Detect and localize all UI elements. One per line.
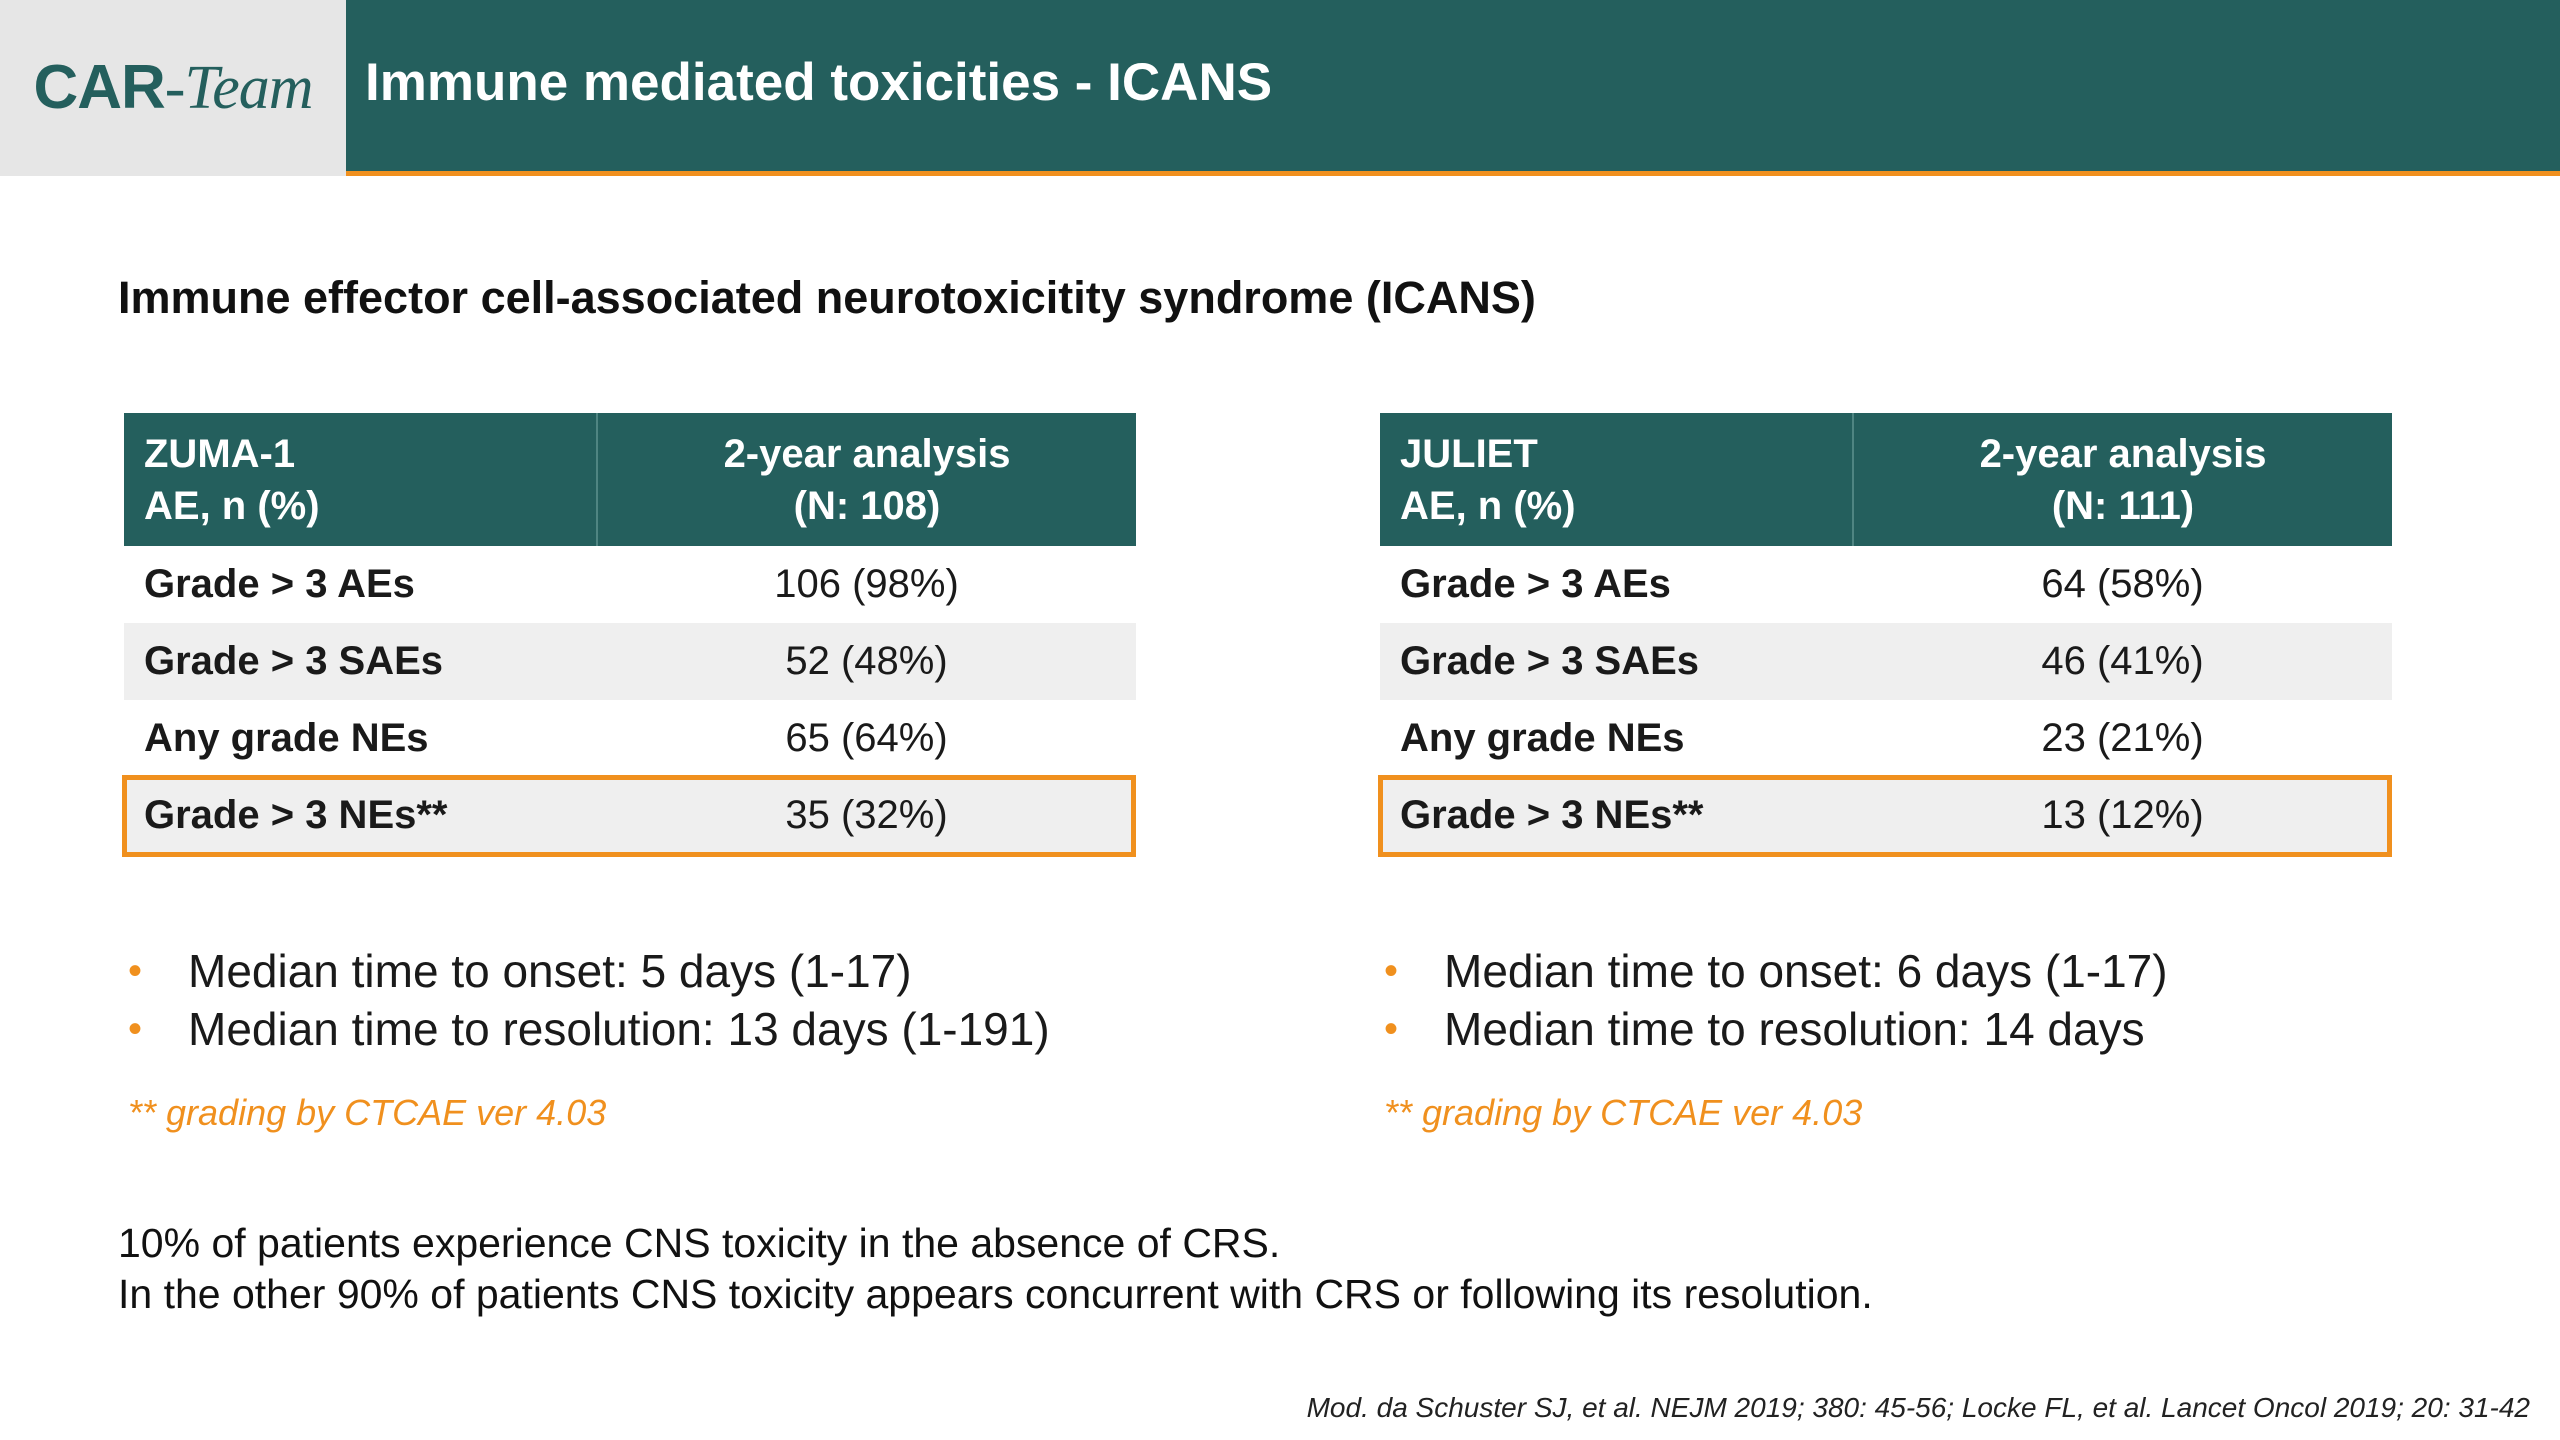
table-header-row: JULIET AE, n (%) 2-year analysis (N: 111)	[1380, 413, 2392, 546]
analysis-label: 2-year analysis	[723, 431, 1011, 476]
row-value: 65 (64%)	[785, 716, 948, 760]
juliet-table: JULIET AE, n (%) 2-year analysis (N: 111) …	[1380, 413, 2392, 854]
row-label: Grade > 3 NEs**	[1380, 777, 1853, 854]
row-label: Grade > 3 SAEs	[1380, 623, 1853, 700]
table-row-highlighted: Grade > 3 NEs** 13 (12%)	[1380, 777, 2392, 854]
table-row: Any grade NEs 23 (21%)	[1380, 700, 2392, 777]
analysis-label: 2-year analysis	[1979, 431, 2267, 476]
list-item: • Median time to onset: 6 days (1-17)	[1384, 942, 2168, 1000]
row-value: 64 (58%)	[2041, 562, 2204, 606]
bullet-text: Median time to onset: 6 days (1-17)	[1444, 945, 2168, 997]
sample-size: (N: 108)	[793, 483, 941, 528]
table-row-highlighted: Grade > 3 NEs** 35 (32%)	[124, 777, 1136, 854]
table-row: Any grade NEs 65 (64%)	[124, 700, 1136, 777]
grading-footnote: ** grading by CTCAE ver 4.03	[1384, 1092, 1863, 1133]
bullet-text: Median time to onset: 5 days (1-17)	[188, 945, 912, 997]
table-header-row: ZUMA-1 AE, n (%) 2-year analysis (N: 108)	[124, 413, 1136, 546]
grading-footnote: ** grading by CTCAE ver 4.03	[128, 1092, 607, 1133]
sample-size: (N: 111)	[2051, 483, 2195, 528]
row-value: 106 (98%)	[774, 562, 959, 606]
row-label: Grade > 3 NEs**	[124, 777, 597, 854]
table-header-trial: JULIET AE, n (%)	[1380, 413, 1853, 546]
row-label: Grade > 3 AEs	[1400, 562, 1671, 606]
bullet-text: Median time to resolution: 14 days	[1444, 1003, 2145, 1055]
ae-label: AE, n (%)	[144, 483, 320, 528]
bullet-icon: •	[1384, 949, 1399, 993]
list-item: • Median time to onset: 5 days (1-17)	[128, 942, 1050, 1000]
table-row: Grade > 3 SAEs 46 (41%)	[1380, 623, 2392, 700]
table-row: Grade > 3 AEs 106 (98%)	[124, 546, 1136, 623]
summary-line: In the other 90% of patients CNS toxicit…	[118, 1271, 1873, 1317]
list-item: • Median time to resolution: 14 days	[1384, 1000, 2168, 1058]
summary-line: 10% of patients experience CNS toxicity …	[118, 1220, 1281, 1266]
row-label: Any grade NEs	[1400, 716, 1685, 760]
summary-text: 10% of patients experience CNS toxicity …	[118, 1218, 1873, 1320]
table-header-analysis: 2-year analysis (N: 111)	[1852, 413, 2392, 546]
bullet-icon: •	[128, 949, 143, 993]
zuma1-table: ZUMA-1 AE, n (%) 2-year analysis (N: 108) …	[124, 413, 1136, 854]
trial-name: ZUMA-1	[144, 431, 296, 476]
bullet-text: Median time to resolution: 13 days (1-19…	[188, 1003, 1050, 1055]
logo-team-text: -Team	[164, 54, 314, 122]
row-value: 13 (12%)	[1853, 777, 2392, 854]
bullet-icon: •	[1384, 1007, 1399, 1051]
row-value: 23 (21%)	[2041, 716, 2204, 760]
table-header-analysis: 2-year analysis (N: 108)	[596, 413, 1136, 546]
logo-car-text: CAR	[33, 53, 165, 122]
section-subtitle: Immune effector cell-associated neurotox…	[118, 272, 1536, 323]
page-title: Immune mediated toxicities - ICANS	[365, 53, 1273, 112]
table-row: Grade > 3 AEs 64 (58%)	[1380, 546, 2392, 623]
row-label: Any grade NEs	[144, 716, 429, 760]
zuma1-bullet-list: • Median time to onset: 5 days (1-17) • Me…	[128, 942, 1050, 1058]
logo-wordmark: CAR-Team	[33, 52, 314, 124]
list-item: • Median time to resolution: 13 days (1-1…	[128, 1000, 1050, 1058]
reference-citation: Mod. da Schuster SJ, et al. NEJM 2019; 3…	[1306, 1392, 2530, 1423]
juliet-bullet-list: • Median time to onset: 6 days (1-17) • Me…	[1384, 942, 2168, 1058]
row-value: 46 (41%)	[1853, 623, 2392, 700]
bullet-icon: •	[128, 1007, 143, 1051]
trial-name: JULIET	[1400, 431, 1538, 476]
row-label: Grade > 3 SAEs	[124, 623, 597, 700]
header-bar: CAR-Team Immune mediated toxicities - IC…	[0, 0, 2560, 176]
table-header-trial: ZUMA-1 AE, n (%)	[124, 413, 597, 546]
car-team-logo: CAR-Team	[0, 0, 346, 176]
row-value: 52 (48%)	[597, 623, 1136, 700]
row-value: 35 (32%)	[597, 777, 1136, 854]
table-row: Grade > 3 SAEs 52 (48%)	[124, 623, 1136, 700]
ae-label: AE, n (%)	[1400, 483, 1576, 528]
row-label: Grade > 3 AEs	[144, 562, 415, 606]
